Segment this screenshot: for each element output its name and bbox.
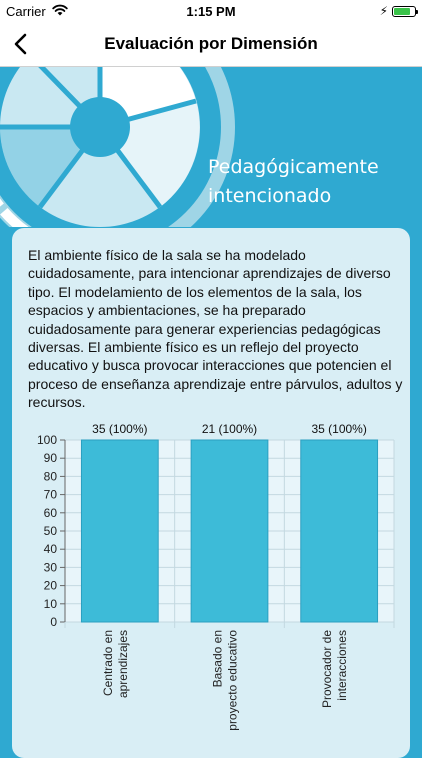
page-title: Evaluación por Dimensión — [104, 34, 318, 53]
y-tick-label: 50 — [44, 524, 58, 538]
dimension-title: Pedagógicamente intencionado — [208, 153, 418, 211]
dimension-bar-chart: 0 10 20 30 40 50 60 70 80 90 100 35 (100%) Centrado … — [37, 422, 395, 731]
x-tick-label: Basado enproyecto educativo — [211, 630, 240, 731]
dimension-title-line-2: intencionado — [208, 185, 332, 207]
x-tick-label: Provocador deinteracciones — [320, 630, 349, 708]
wifi-icon — [52, 3, 68, 20]
dimension-title-line-1: Pedagógicamente — [208, 156, 379, 178]
y-tick-label: 20 — [44, 579, 58, 593]
dimension-header: Pedagógicamente intencionado — [0, 67, 422, 227]
y-tick-label: 90 — [44, 451, 58, 465]
y-tick-label: 30 — [44, 560, 58, 574]
status-time: 1:15 PM — [186, 4, 236, 19]
chevron-left-icon — [14, 33, 27, 55]
y-tick-label: 70 — [44, 488, 58, 502]
back-button[interactable] — [8, 30, 36, 58]
data-label: 21 (100%) — [202, 422, 257, 436]
bar — [80, 439, 159, 623]
dimension-wheel-graphic — [0, 67, 235, 227]
battery-icon — [392, 5, 418, 17]
dimension-description: El ambiente físico de la sala se ha mode… — [28, 247, 403, 411]
bar — [300, 439, 379, 623]
status-bar: Carrier 1:15 PM ⚡︎ — [0, 0, 422, 22]
y-tick-label: 60 — [44, 506, 58, 520]
y-tick-label: 0 — [50, 615, 57, 629]
dimension-card: El ambiente físico de la sala se ha mode… — [12, 228, 410, 758]
y-tick-label: 100 — [37, 433, 57, 447]
bar — [190, 439, 269, 623]
navigation-bar: Evaluación por Dimensión — [0, 22, 422, 67]
y-tick-label: 10 — [44, 597, 58, 611]
data-label: 35 (100%) — [311, 422, 366, 436]
data-label: 35 (100%) — [92, 422, 147, 436]
battery-indicator: ⚡︎ — [379, 4, 418, 18]
x-tick-label: Centrado enaprendizajes — [101, 630, 130, 698]
y-tick-label: 80 — [44, 469, 58, 483]
charging-icon: ⚡︎ — [379, 4, 388, 18]
y-tick-label: 40 — [44, 542, 58, 556]
carrier-label: Carrier — [6, 4, 46, 19]
